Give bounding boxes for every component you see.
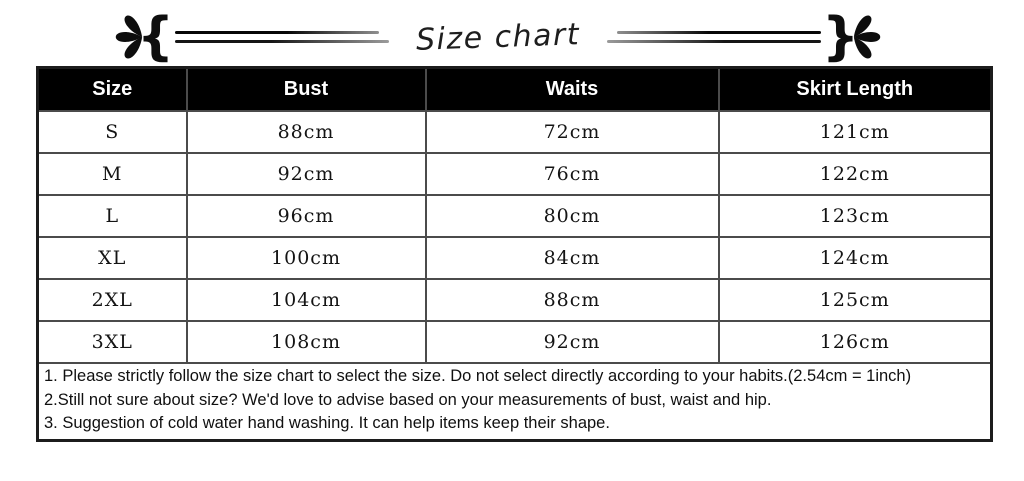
skirt-length-cell: 126cm [717, 320, 993, 364]
table-row: M 92cm 76cm 122cm [36, 152, 993, 196]
bust-cell: 88cm [185, 110, 427, 154]
rule-line [617, 31, 821, 34]
waist-cell: 72cm [424, 110, 720, 154]
bust-cell: 100cm [185, 236, 427, 280]
skirt-length-cell: 123cm [717, 194, 993, 238]
rule-lines-left [175, 31, 389, 43]
skirt-length-cell: 122cm [717, 152, 993, 196]
note-line: 1. Please strictly follow the size chart… [44, 367, 912, 385]
page-title: Size chart [415, 16, 581, 58]
size-cell: L [36, 194, 188, 238]
size-cell: 2XL [36, 278, 188, 322]
skirt-length-cell: 121cm [717, 110, 993, 154]
column-header-bust: Bust [185, 66, 427, 112]
size-cell: S [36, 110, 188, 154]
table-row: 3XL 108cm 92cm 126cm [36, 320, 993, 364]
notes-section: 1. Please strictly follow the size chart… [36, 362, 993, 441]
title-decoration: { Size chart } [112, 10, 884, 64]
bust-cell: 92cm [185, 152, 427, 196]
size-chart-table: Size Bust Waits Skirt Length S 88cm 72cm… [36, 66, 993, 442]
bust-cell: 108cm [185, 320, 427, 364]
waist-cell: 88cm [424, 278, 720, 322]
notes-row: 1. Please strictly follow the size chart… [36, 362, 993, 441]
bust-cell: 104cm [185, 278, 427, 322]
waist-cell: 92cm [424, 320, 720, 364]
header-row: Size Bust Waits Skirt Length [36, 66, 993, 112]
rule-line [175, 40, 389, 43]
table-row: 2XL 104cm 88cm 125cm [36, 278, 993, 322]
column-header-size: Size [36, 66, 188, 112]
skirt-length-cell: 125cm [717, 278, 993, 322]
curly-brace-left: { [137, 7, 175, 67]
curly-brace-right: } [821, 7, 860, 67]
rule-line [175, 31, 379, 34]
skirt-length-cell: 124cm [717, 236, 993, 280]
floral-ornament-left-icon [112, 11, 144, 63]
waist-cell: 84cm [424, 236, 720, 280]
rule-lines-right [607, 31, 821, 43]
size-cell: M [36, 152, 188, 196]
table-row: XL 100cm 84cm 124cm [36, 236, 993, 280]
waist-cell: 76cm [424, 152, 720, 196]
rule-line [607, 40, 821, 43]
size-cell: 3XL [36, 320, 188, 364]
bust-cell: 96cm [185, 194, 427, 238]
table-row: S 88cm 72cm 121cm [36, 110, 993, 154]
table-row: L 96cm 80cm 123cm [36, 194, 993, 238]
waist-cell: 80cm [424, 194, 720, 238]
size-cell: XL [36, 236, 188, 280]
column-header-waist: Waits [424, 66, 720, 112]
floral-ornament-right-icon [852, 11, 884, 63]
note-line: 3. Suggestion of cold water hand washing… [44, 414, 610, 432]
note-line: 2.Still not sure about size? We'd love t… [44, 390, 772, 409]
column-header-skirt-length: Skirt Length [717, 66, 993, 112]
